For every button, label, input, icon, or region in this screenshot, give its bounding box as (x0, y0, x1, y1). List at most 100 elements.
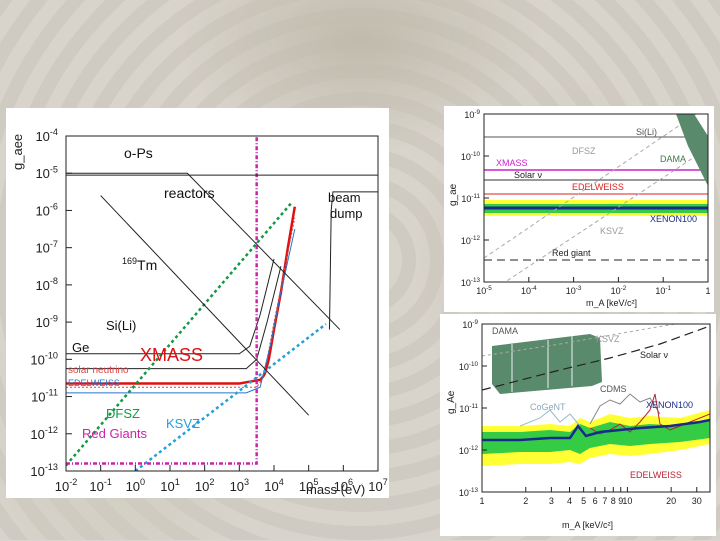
x-tick-label: 100 (126, 477, 146, 494)
series-edelweiss (66, 228, 296, 394)
x-tick-label: 6 (593, 496, 598, 506)
y-tick-label: 10-6 (35, 202, 58, 219)
x-tick-label: 4 (567, 496, 572, 506)
series-red-giants (66, 136, 258, 465)
label-tm: 169Tm (122, 256, 157, 273)
y-tick-label: 10-7 (35, 239, 58, 256)
x-tick-label: 1 (479, 496, 484, 506)
x-tick-label: 10-1 (89, 477, 112, 494)
x-tick-label: 103 (230, 477, 250, 494)
label-reactors: reactors (164, 185, 215, 201)
label-sili: Si(Li) (636, 127, 657, 137)
label-solar: Solar ν (640, 350, 669, 360)
x-axis-label: mass (eV) (306, 482, 365, 497)
y-tick-label: 10-12 (459, 445, 479, 456)
y-tick-label: 10-12 (30, 425, 58, 442)
label-edelweiss: EDELWEISS (68, 378, 120, 388)
y-axis-label: g_Ae (446, 390, 457, 414)
y-tick-label: 10-11 (459, 403, 478, 414)
dama-region (492, 334, 602, 394)
x-tick-label: 10-2 (55, 477, 78, 494)
x-tick-label: 1 (705, 286, 710, 296)
y-tick-label: 10-13 (30, 462, 58, 479)
dfsz-line (484, 114, 698, 259)
label-edelweiss: EDELWEISS (572, 182, 624, 192)
x-tick-label: 10-1 (655, 285, 671, 296)
label-beam-dump: beam dump (328, 190, 363, 221)
y-tick-label: 10-9 (464, 109, 480, 120)
x-tick-label: 8 (611, 496, 616, 506)
y-tick-label: 10-9 (462, 319, 478, 330)
y-tick-label: 10-13 (461, 277, 481, 288)
x-axis-label: m_A [keV/c²] (586, 298, 637, 308)
x-tick-label: 20 (666, 496, 676, 506)
y-tick-label: 10-8 (35, 276, 58, 293)
y-tick-label: 10-9 (35, 313, 58, 330)
label-dfsz: DFSZ (572, 146, 596, 156)
xenon100-line (482, 418, 710, 442)
cogent-line (519, 409, 581, 427)
x-axis-label: m_A [keV/c²] (562, 520, 613, 530)
y-tick-label: 10-12 (461, 235, 481, 246)
label-ksvz: KSVZ (600, 226, 624, 236)
series-ksvz (134, 322, 327, 471)
dama-region (676, 114, 708, 186)
label-solar-neutrino: solar neutrino (68, 365, 129, 376)
label-sili: Si(Li) (106, 318, 136, 333)
main-chart: 10-4 10-5 10-6 10-7 10-8 10-9 10-10 10-11 10-12 1… (10, 127, 388, 497)
label-ops: o-Ps (124, 145, 153, 161)
label-dama: DAMA (660, 154, 686, 164)
label-ksvz: KSVZ (166, 416, 200, 431)
y-tick-label: 10-11 (461, 193, 480, 204)
label-ge: Ge (72, 340, 89, 355)
label-xmass: XMASS (496, 158, 528, 168)
label-cdms: CDMS (600, 384, 627, 394)
x-tick-label: 9 (618, 496, 623, 506)
label-dfsz: DFSZ (106, 406, 140, 421)
cdms-line (589, 393, 661, 425)
y-axis-label: g_aee (10, 134, 25, 170)
x-tick-label: 2 (523, 496, 528, 506)
x-tick-label: 7 (602, 496, 607, 506)
label-cogent: CoGeNT (530, 402, 566, 412)
bottom-right-chart-panel: 10-9 10-10 10-11 10-12 10-13 1 2 3 4 5 6 7 8 9 10 20 30 … (440, 314, 716, 536)
x-tick-label: 105 (299, 477, 319, 494)
y-tick-label: 10-13 (459, 487, 479, 498)
x-tick-label: 10-2 (611, 285, 627, 296)
label-xenon100: XENON100 (650, 214, 697, 224)
label-dama: DAMA (492, 326, 518, 336)
solar-line (482, 325, 710, 391)
x-tick-label: 107 (368, 477, 388, 494)
label-xenon100: XENON100 (646, 400, 693, 410)
x-tick-label: 102 (195, 477, 215, 494)
series-dfsz (66, 202, 293, 467)
series-reactors (66, 172, 341, 330)
x-tick-label: 10-3 (566, 285, 582, 296)
x-tick-label: 30 (692, 496, 702, 506)
y-tick-label: 10-10 (30, 350, 58, 367)
x-tick-label: 10 (622, 496, 632, 506)
top-right-chart-panel: 10-9 10-10 10-11 10-12 10-13 10-5 10-4 10-3 10-2… (444, 106, 714, 312)
x-tick-label: 104 (264, 477, 284, 494)
label-ksvz: KSVZ (596, 334, 620, 344)
y-tick-label: 10-10 (459, 361, 479, 372)
x-tick-label: 106 (334, 477, 354, 494)
series-169tm (100, 195, 310, 416)
label-red-giants: Red Giants (82, 426, 148, 441)
y-axis-label: g_ae (448, 183, 459, 206)
series-beam-dump (328, 191, 378, 330)
y-tick-label: 10-11 (31, 388, 58, 405)
y-tick-label: 10-5 (35, 164, 58, 181)
label-red-giant: Red giant (552, 248, 591, 258)
label-edelweiss: EDELWEISS (630, 470, 682, 480)
x-tick-label: 3 (549, 496, 554, 506)
y-tick-label: 10-10 (461, 151, 481, 162)
x-tick-label: 10-4 (521, 285, 537, 296)
x-tick-label: 5 (581, 496, 586, 506)
label-solar: Solar ν (514, 170, 543, 180)
x-tick-label: 10-5 (476, 285, 492, 296)
green-band (482, 420, 710, 454)
label-xmass: XMASS (140, 345, 203, 365)
